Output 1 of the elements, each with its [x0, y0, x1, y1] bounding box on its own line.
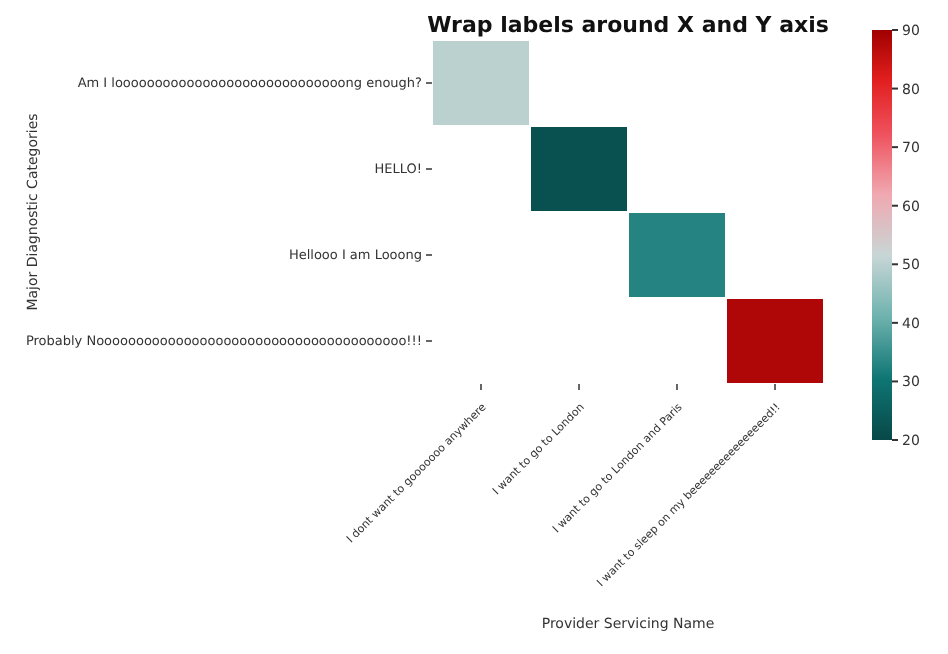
- chart-title: Wrap labels around X and Y axis: [427, 12, 830, 38]
